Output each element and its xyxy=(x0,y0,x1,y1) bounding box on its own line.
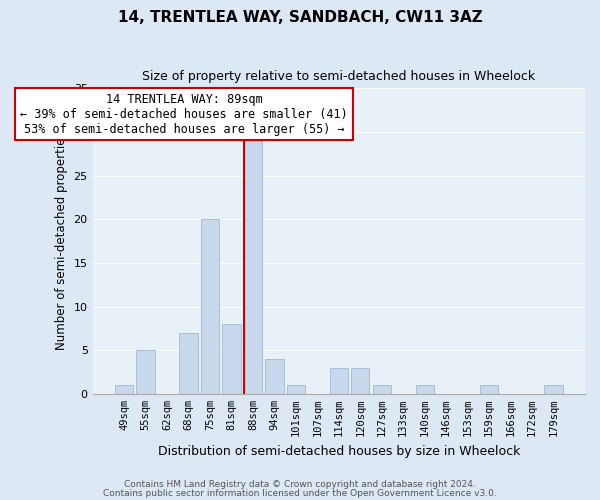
Bar xyxy=(201,219,219,394)
Title: Size of property relative to semi-detached houses in Wheelock: Size of property relative to semi-detach… xyxy=(142,70,535,83)
Bar xyxy=(265,359,284,394)
Text: Contains HM Land Registry data © Crown copyright and database right 2024.: Contains HM Land Registry data © Crown c… xyxy=(124,480,476,489)
Bar xyxy=(351,368,370,394)
X-axis label: Distribution of semi-detached houses by size in Wheelock: Distribution of semi-detached houses by … xyxy=(158,444,520,458)
Bar xyxy=(416,385,434,394)
Bar xyxy=(179,332,197,394)
Text: Contains public sector information licensed under the Open Government Licence v3: Contains public sector information licen… xyxy=(103,488,497,498)
Bar xyxy=(373,385,391,394)
Bar xyxy=(223,324,241,394)
Bar xyxy=(136,350,155,394)
Bar xyxy=(544,385,563,394)
Bar xyxy=(329,368,348,394)
Bar xyxy=(244,140,262,394)
Text: 14 TRENTLEA WAY: 89sqm
← 39% of semi-detached houses are smaller (41)
53% of sem: 14 TRENTLEA WAY: 89sqm ← 39% of semi-det… xyxy=(20,92,348,136)
Bar xyxy=(115,385,133,394)
Bar xyxy=(287,385,305,394)
Text: 14, TRENTLEA WAY, SANDBACH, CW11 3AZ: 14, TRENTLEA WAY, SANDBACH, CW11 3AZ xyxy=(118,10,482,25)
Bar xyxy=(480,385,498,394)
Y-axis label: Number of semi-detached properties: Number of semi-detached properties xyxy=(55,132,68,350)
